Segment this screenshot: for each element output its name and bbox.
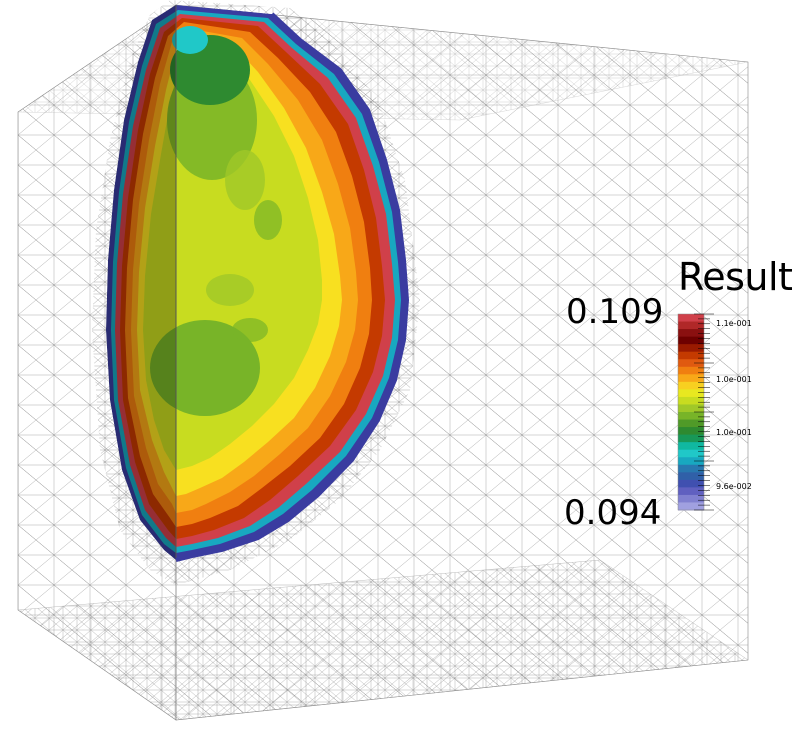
colorbar-band <box>678 366 704 375</box>
legend-tick-label-1: 1.1e-001 <box>716 319 752 328</box>
blob-fringe <box>175 12 410 562</box>
colorbar-band <box>678 389 704 398</box>
colorbar-band <box>678 464 704 473</box>
colorbar-band <box>678 412 704 421</box>
legend-min-label: 0.094 <box>564 493 662 533</box>
colorbar-band <box>678 396 704 405</box>
colorbar-band <box>678 494 704 503</box>
colorbar-band <box>678 434 704 443</box>
colorbar-band <box>678 479 704 488</box>
colorbar-band <box>678 457 704 466</box>
colorbar-band <box>678 359 704 368</box>
colorbar-band <box>678 351 704 360</box>
legend-title: Result <box>678 255 793 299</box>
colorbar-band <box>678 419 704 428</box>
colorbar-band <box>678 344 704 353</box>
colorbar-band <box>678 381 704 390</box>
colorbar-band <box>678 449 704 458</box>
legend-tick-label-2: 1.0e-001 <box>716 375 752 384</box>
legend-colorbar <box>677 313 714 511</box>
colorbar-band <box>678 329 704 338</box>
colorbar-band <box>678 502 704 511</box>
colorbar-band <box>678 404 704 413</box>
legend-tick-label-3: 1.0e-001 <box>716 428 752 437</box>
colorbar-band <box>678 336 704 345</box>
contour-blob <box>106 5 407 560</box>
colorbar-band <box>678 314 704 323</box>
colorbar-band <box>678 427 704 436</box>
colorbar-band <box>678 487 704 496</box>
colorbar-band <box>678 374 704 383</box>
legend-max-label: 0.109 <box>566 292 664 332</box>
colorbar-band <box>678 442 704 451</box>
colorbar-band <box>678 321 704 330</box>
colorbar-band <box>678 472 704 481</box>
blob-shadow-half <box>106 5 176 560</box>
legend-tick-label-4: 9.6e-002 <box>716 482 752 491</box>
mesh-face-floor <box>17 559 749 721</box>
